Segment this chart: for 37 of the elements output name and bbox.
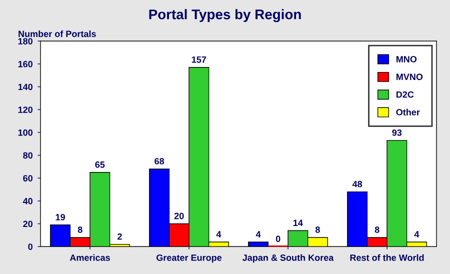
legend-label: D2C <box>396 91 414 98</box>
data-label: 8 <box>315 226 320 233</box>
data-label: 93 <box>392 129 402 136</box>
x-tick-label: Americas <box>70 254 110 261</box>
data-label: 8 <box>78 226 82 233</box>
y-axis-title: Number of Portals <box>18 30 96 38</box>
y-tick-label: 100 <box>18 129 32 136</box>
y-tick-label: 20 <box>23 220 32 228</box>
x-tick-label: Rest of the World <box>350 254 424 261</box>
data-label: 14 <box>293 220 303 226</box>
x-tick-label: Greater Europe <box>156 254 222 263</box>
data-label: 4 <box>256 231 261 238</box>
y-tick-label: 180 <box>18 38 32 44</box>
y-tick-label: 40 <box>22 198 32 204</box>
chart-title: Portal Types by Region <box>149 9 301 22</box>
data-label: 8 <box>374 226 380 233</box>
y-tick-label: 60 <box>23 175 32 182</box>
x-tick-label: Japan & South Korea <box>242 254 334 263</box>
y-tick-label: 0 <box>28 244 32 250</box>
data-label: 2 <box>118 233 122 240</box>
legend-label: Other <box>396 108 420 116</box>
data-label: 4 <box>414 231 420 238</box>
legend-label: MNO <box>396 56 417 62</box>
y-tick-label: 80 <box>23 152 32 159</box>
y-tick-label: 120 <box>18 106 32 113</box>
data-label: 48 <box>352 180 362 188</box>
data-label: 157 <box>192 56 206 63</box>
legend-label: MVNO <box>396 74 423 80</box>
y-tick-label: 140 <box>18 84 32 90</box>
data-label: 0 <box>276 236 280 242</box>
data-label: 65 <box>95 161 105 168</box>
bar <box>248 242 269 247</box>
data-label: 20 <box>174 212 184 220</box>
data-label: 68 <box>154 158 164 164</box>
data-label: 4 <box>216 231 222 238</box>
data-label: 19 <box>56 214 65 220</box>
y-tick-label: 160 <box>18 60 32 68</box>
